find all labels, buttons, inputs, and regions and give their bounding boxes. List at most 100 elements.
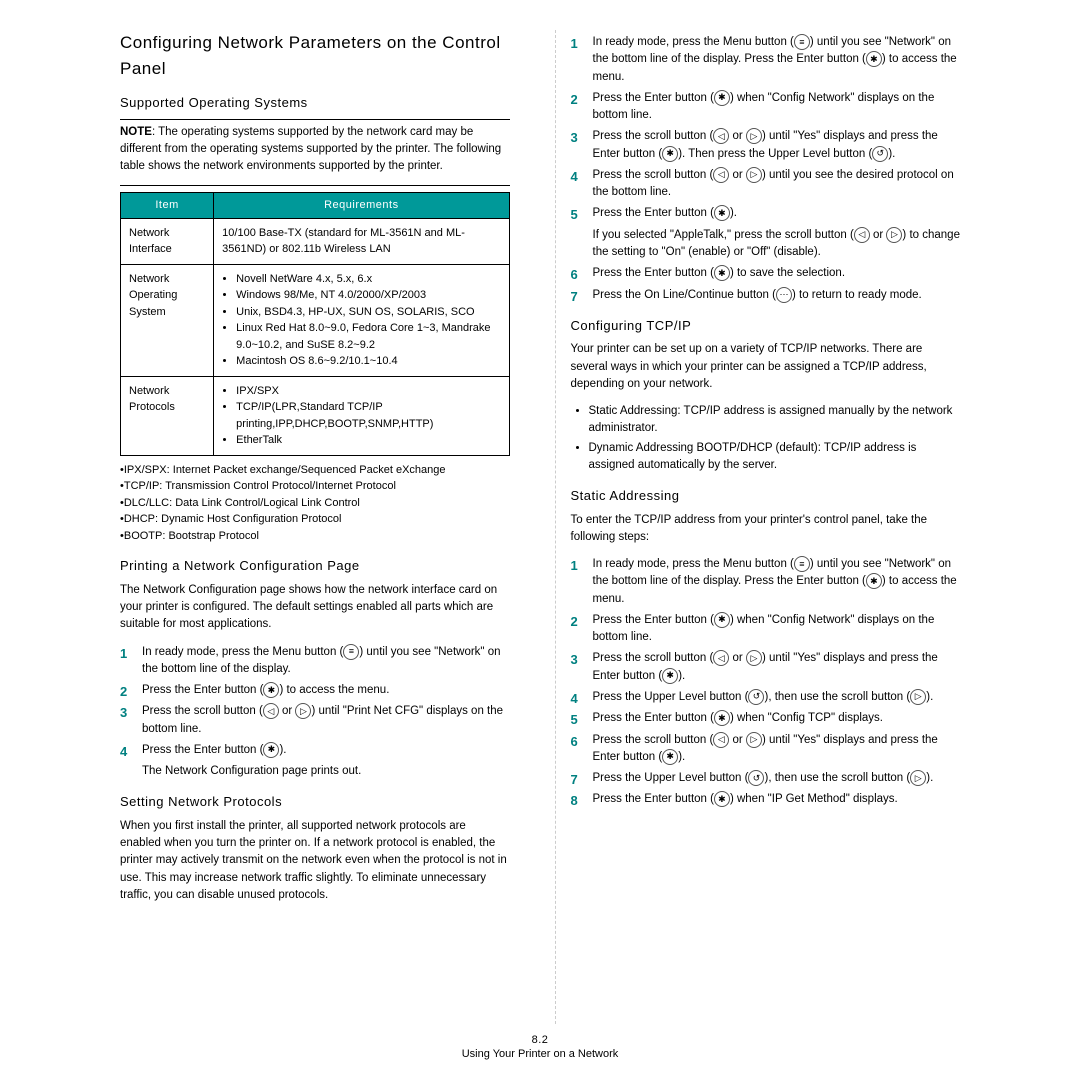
right-icon: ▷ — [746, 128, 762, 144]
req-cell: 10/100 Base-TX (standard for ML-3561N an… — [214, 218, 509, 264]
step-item: 3Press the scroll button (◁ or ▷) until … — [571, 128, 961, 163]
enter-icon: ✱ — [714, 265, 730, 281]
enter-icon: ✱ — [714, 791, 730, 807]
step-number: 2 — [120, 682, 127, 702]
note-paragraph: NOTE: The operating systems supported by… — [120, 124, 510, 176]
step-item: 4Press the Upper Level button (↺), then … — [571, 689, 961, 706]
table-row: Network Operating SystemNovell NetWare 4… — [121, 264, 510, 376]
list-item: Dynamic Addressing BOOTP/DHCP (default):… — [589, 440, 961, 475]
requirements-table: Item Requirements Network Interface10/10… — [120, 192, 510, 456]
step-note: If you selected "AppleTalk," press the s… — [571, 227, 961, 262]
online-icon: ⋯ — [776, 287, 792, 303]
enter-icon: ✱ — [866, 51, 882, 67]
item-cell: Network Interface — [121, 218, 214, 264]
enter-icon: ✱ — [714, 710, 730, 726]
step-number: 5 — [571, 710, 578, 730]
step-item: 1In ready mode, press the Menu button (≡… — [120, 644, 510, 679]
divider — [120, 119, 510, 120]
step-item: 6Press the scroll button (◁ or ▷) until … — [571, 732, 961, 767]
right-icon: ▷ — [886, 227, 902, 243]
enter-icon: ✱ — [662, 668, 678, 684]
step-item: 3Press the scroll button (◁ or ▷) until … — [120, 703, 510, 738]
setting-intro: When you first install the printer, all … — [120, 818, 510, 904]
static-steps: 1In ready mode, press the Menu button (≡… — [571, 556, 961, 809]
menu-icon: ≡ — [794, 34, 810, 50]
right-icon: ▷ — [910, 770, 926, 786]
step-number: 8 — [571, 791, 578, 811]
setting-protocols-heading: Setting Network Protocols — [120, 792, 510, 812]
enter-icon: ✱ — [662, 146, 678, 162]
step-item: 7Press the Upper Level button (↺), then … — [571, 770, 961, 787]
left-icon: ◁ — [713, 732, 729, 748]
print-intro: The Network Configuration page shows how… — [120, 582, 510, 634]
table-row: Network ProtocolsIPX/SPXTCP/IP(LPR,Stand… — [121, 376, 510, 455]
step-number: 6 — [571, 265, 578, 285]
step-item: 2Press the Enter button (✱) to access th… — [120, 682, 510, 699]
right-column: 1In ready mode, press the Menu button (≡… — [555, 30, 961, 1024]
th-item: Item — [121, 193, 214, 219]
step-item: 1In ready mode, press the Menu button (≡… — [571, 556, 961, 608]
step-number: 4 — [571, 689, 578, 709]
step-number: 7 — [571, 770, 578, 790]
step-number: 2 — [571, 612, 578, 632]
step-item: 2Press the Enter button (✱) when "Config… — [571, 612, 961, 647]
protocol-steps: 1In ready mode, press the Menu button (≡… — [571, 34, 961, 304]
step-number: 5 — [571, 205, 578, 225]
list-item: Static Addressing: TCP/IP address is ass… — [589, 403, 961, 438]
enter-icon: ✱ — [714, 205, 730, 221]
step-note: The Network Configuration page prints ou… — [120, 763, 510, 780]
footer-title: Using Your Printer on a Network — [0, 1048, 1080, 1060]
print-config-heading: Printing a Network Configuration Page — [120, 556, 510, 576]
right-icon: ▷ — [746, 650, 762, 666]
up-icon: ↺ — [748, 770, 764, 786]
tcpip-intro: Your printer can be set up on a variety … — [571, 341, 961, 393]
step-item: 2Press the Enter button (✱) when "Config… — [571, 90, 961, 125]
enter-icon: ✱ — [714, 612, 730, 628]
item-cell: Network Protocols — [121, 376, 214, 455]
protocol-definitions: •IPX/SPX: Internet Packet exchange/Seque… — [120, 462, 510, 545]
up-icon: ↺ — [748, 689, 764, 705]
enter-icon: ✱ — [662, 749, 678, 765]
tcpip-heading: Configuring TCP/IP — [571, 316, 961, 336]
step-item: 5Press the Enter button (✱) when "Config… — [571, 710, 961, 727]
th-req: Requirements — [214, 193, 509, 219]
main-heading: Configuring Network Parameters on the Co… — [120, 30, 510, 81]
note-label: NOTE — [120, 126, 152, 138]
step-number: 1 — [120, 644, 127, 664]
tcpip-bullets: Static Addressing: TCP/IP address is ass… — [571, 403, 961, 474]
enter-icon: ✱ — [263, 742, 279, 758]
step-number: 3 — [571, 650, 578, 670]
left-icon: ◁ — [713, 128, 729, 144]
step-number: 2 — [571, 90, 578, 110]
step-item: 4Press the Enter button (✱). — [120, 742, 510, 759]
right-icon: ▷ — [746, 167, 762, 183]
right-icon: ▷ — [746, 732, 762, 748]
left-icon: ◁ — [263, 703, 279, 719]
enter-icon: ✱ — [714, 90, 730, 106]
left-icon: ◁ — [713, 650, 729, 666]
step-number: 6 — [571, 732, 578, 752]
menu-icon: ≡ — [794, 556, 810, 572]
table-row: Network Interface10/100 Base-TX (standar… — [121, 218, 510, 264]
step-number: 1 — [571, 556, 578, 576]
menu-icon: ≡ — [343, 644, 359, 660]
item-cell: Network Operating System — [121, 264, 214, 376]
print-steps: 1In ready mode, press the Menu button (≡… — [120, 644, 510, 781]
page-number: 8.2 — [0, 1034, 1080, 1046]
enter-icon: ✱ — [866, 573, 882, 589]
static-heading: Static Addressing — [571, 486, 961, 506]
step-item: 1In ready mode, press the Menu button (≡… — [571, 34, 961, 86]
left-column: Configuring Network Parameters on the Co… — [120, 30, 525, 1024]
step-item: 5Press the Enter button (✱). — [571, 205, 961, 222]
left-icon: ◁ — [713, 167, 729, 183]
step-item: 4Press the scroll button (◁ or ▷) until … — [571, 167, 961, 202]
supported-os-heading: Supported Operating Systems — [120, 93, 510, 113]
step-item: 6Press the Enter button (✱) to save the … — [571, 265, 961, 282]
step-number: 7 — [571, 287, 578, 307]
enter-icon: ✱ — [263, 682, 279, 698]
step-number: 4 — [120, 742, 127, 762]
step-item: 8Press the Enter button (✱) when "IP Get… — [571, 791, 961, 808]
step-item: 7Press the On Line/Continue button (⋯) t… — [571, 287, 961, 304]
step-number: 1 — [571, 34, 578, 54]
step-number: 3 — [571, 128, 578, 148]
